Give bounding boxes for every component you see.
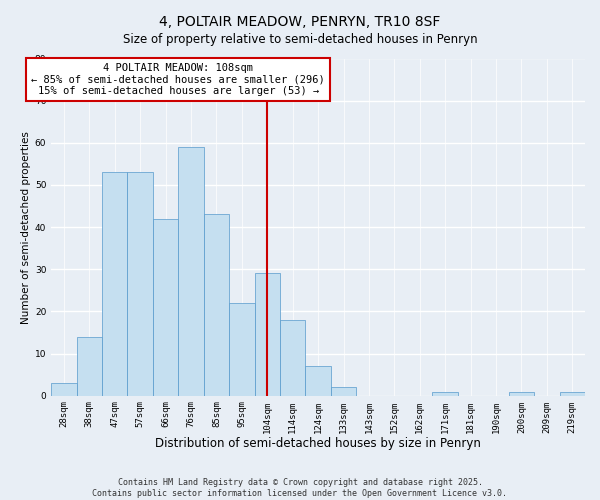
Bar <box>203 214 229 396</box>
Bar <box>509 392 534 396</box>
Bar <box>305 366 331 396</box>
Text: 4 POLTAIR MEADOW: 108sqm
← 85% of semi-detached houses are smaller (296)
15% of : 4 POLTAIR MEADOW: 108sqm ← 85% of semi-d… <box>31 62 325 96</box>
Text: Contains HM Land Registry data © Crown copyright and database right 2025.
Contai: Contains HM Land Registry data © Crown c… <box>92 478 508 498</box>
Bar <box>102 172 127 396</box>
Text: 4, POLTAIR MEADOW, PENRYN, TR10 8SF: 4, POLTAIR MEADOW, PENRYN, TR10 8SF <box>160 15 440 29</box>
X-axis label: Distribution of semi-detached houses by size in Penryn: Distribution of semi-detached houses by … <box>155 437 481 450</box>
Bar <box>280 320 305 396</box>
Bar <box>127 172 153 396</box>
Bar <box>178 147 203 396</box>
Bar <box>229 303 254 396</box>
Bar <box>51 383 77 396</box>
Bar <box>153 218 178 396</box>
Bar <box>433 392 458 396</box>
Bar <box>77 336 102 396</box>
Text: Size of property relative to semi-detached houses in Penryn: Size of property relative to semi-detach… <box>122 32 478 46</box>
Bar <box>560 392 585 396</box>
Bar <box>254 274 280 396</box>
Bar <box>331 388 356 396</box>
Y-axis label: Number of semi-detached properties: Number of semi-detached properties <box>20 130 31 324</box>
